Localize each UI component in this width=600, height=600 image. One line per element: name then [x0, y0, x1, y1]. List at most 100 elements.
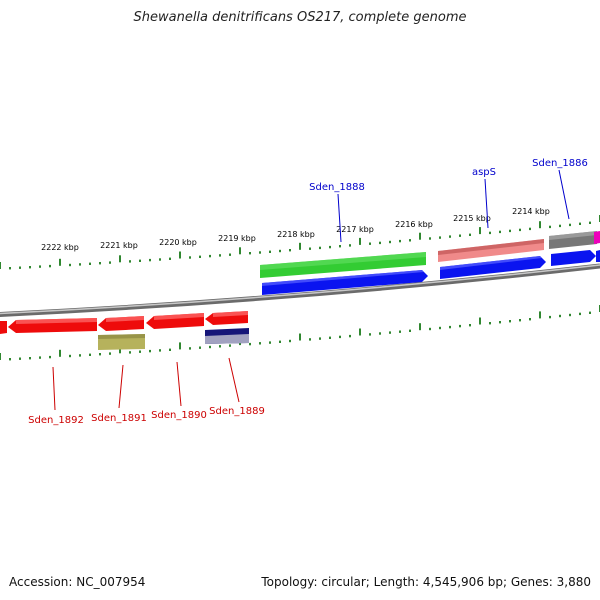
minor-tick	[499, 230, 501, 234]
minor-tick	[229, 344, 231, 347]
minor-tick	[99, 262, 101, 265]
gene-feature-sden-1891-rna[interactable]	[98, 334, 145, 350]
minor-tick	[139, 259, 141, 262]
minor-tick	[519, 319, 521, 322]
minor-tick	[369, 333, 371, 336]
scale-label: 2218 kbp	[277, 230, 315, 239]
minor-tick	[469, 233, 471, 236]
gene-label-sden-1889[interactable]: Sden_1889	[209, 406, 265, 417]
minor-tick	[29, 357, 31, 360]
minor-tick	[529, 227, 531, 231]
minor-tick	[219, 345, 221, 348]
forward-gene-labels: Sden_1888 aspS Sden_1886	[309, 158, 588, 243]
scale-label: 2217 kbp	[336, 225, 374, 234]
minor-tick	[489, 322, 491, 325]
minor-tick	[549, 315, 551, 319]
minor-tick	[99, 353, 101, 356]
minor-tick	[249, 342, 251, 346]
minor-tick	[229, 253, 231, 256]
gene-feature-sden-1889[interactable]	[205, 311, 248, 325]
gene-feature-sden-1886[interactable]	[551, 250, 600, 266]
minor-tick	[589, 221, 591, 224]
minor-tick	[209, 254, 211, 258]
gene-label-sden-1892[interactable]: Sden_1892	[28, 415, 84, 426]
minor-tick	[579, 312, 581, 316]
major-tick	[479, 317, 481, 325]
major-tick	[419, 232, 421, 240]
major-tick	[299, 333, 301, 341]
reverse-gene-labels: Sden_1892 Sden_1891 Sden_1890 Sden_1889	[28, 357, 265, 426]
minor-tick	[549, 225, 551, 229]
minor-tick	[579, 222, 581, 225]
minor-tick	[339, 335, 341, 339]
forward-genes	[260, 231, 600, 295]
minor-tick	[129, 351, 131, 354]
minor-tick	[79, 354, 81, 357]
minor-tick	[269, 341, 271, 344]
minor-tick	[259, 251, 261, 254]
gene-feature-sden-1890[interactable]	[146, 313, 204, 329]
minor-tick	[499, 321, 501, 324]
gene-feature-sden-1891[interactable]	[98, 316, 144, 331]
reverse-genes	[0, 311, 249, 350]
major-tick	[359, 237, 361, 245]
minor-tick	[49, 355, 51, 359]
minor-tick	[279, 249, 281, 253]
minor-tick	[349, 334, 351, 338]
minor-tick	[49, 264, 51, 268]
gene-label-sden-1888[interactable]: Sden_1888	[309, 182, 365, 193]
minor-tick	[459, 324, 461, 328]
minor-tick	[149, 258, 151, 262]
minor-tick	[569, 313, 571, 317]
minor-tick	[19, 266, 21, 269]
gene-label-sden-1891[interactable]: Sden_1891	[91, 413, 147, 424]
minor-tick	[289, 249, 291, 252]
minor-tick	[19, 357, 21, 360]
minor-tick	[409, 239, 411, 242]
minor-tick	[249, 252, 251, 255]
gene-feature-sden-1892[interactable]	[8, 318, 97, 333]
major-tick	[539, 221, 541, 229]
minor-tick	[459, 234, 461, 237]
gene-feature-sden-1886-rna[interactable]	[549, 231, 597, 249]
gene-feature-asps[interactable]	[440, 256, 546, 279]
gene-feature-partial-left[interactable]	[0, 321, 7, 334]
gene-feature-sden-1889-rna[interactable]	[205, 328, 249, 344]
minor-tick	[9, 358, 11, 361]
major-tick	[59, 349, 61, 357]
major-tick	[119, 346, 121, 354]
gene-feature-sden-1888-rna[interactable]	[260, 252, 426, 278]
minor-tick	[379, 241, 381, 245]
minor-tick	[289, 339, 291, 343]
gene-feature-sden-1888[interactable]	[262, 270, 428, 295]
minor-tick	[589, 311, 591, 314]
minor-tick	[89, 353, 91, 356]
genome-title: Shewanella denitrificans OS217, complete…	[133, 10, 467, 25]
major-tick	[0, 262, 1, 269]
gene-label-sden-1890[interactable]: Sden_1890	[151, 410, 207, 421]
gene-feature-asps-rna[interactable]	[438, 239, 544, 262]
minor-tick	[449, 325, 451, 329]
minor-tick	[189, 347, 191, 350]
minor-tick	[519, 228, 521, 232]
minor-tick	[209, 345, 211, 349]
major-tick	[179, 342, 181, 350]
major-tick	[0, 353, 1, 360]
minor-tick	[79, 263, 81, 266]
minor-tick	[329, 245, 331, 249]
minor-tick	[379, 332, 381, 335]
minor-tick	[69, 354, 71, 358]
gene-feature-magenta[interactable]	[594, 231, 600, 244]
gene-label-asps[interactable]: aspS	[472, 167, 496, 178]
scale-labels: 2222 kbp 2221 kbp 2220 kbp 2219 kbp 2218…	[41, 207, 550, 252]
gene-label-sden-1886[interactable]: Sden_1886	[532, 158, 588, 169]
major-tick	[119, 255, 121, 263]
minor-tick	[139, 350, 141, 353]
minor-tick	[469, 324, 471, 327]
minor-tick	[159, 258, 161, 261]
minor-tick	[529, 318, 531, 321]
minor-tick	[69, 263, 71, 267]
minor-tick	[339, 245, 341, 248]
